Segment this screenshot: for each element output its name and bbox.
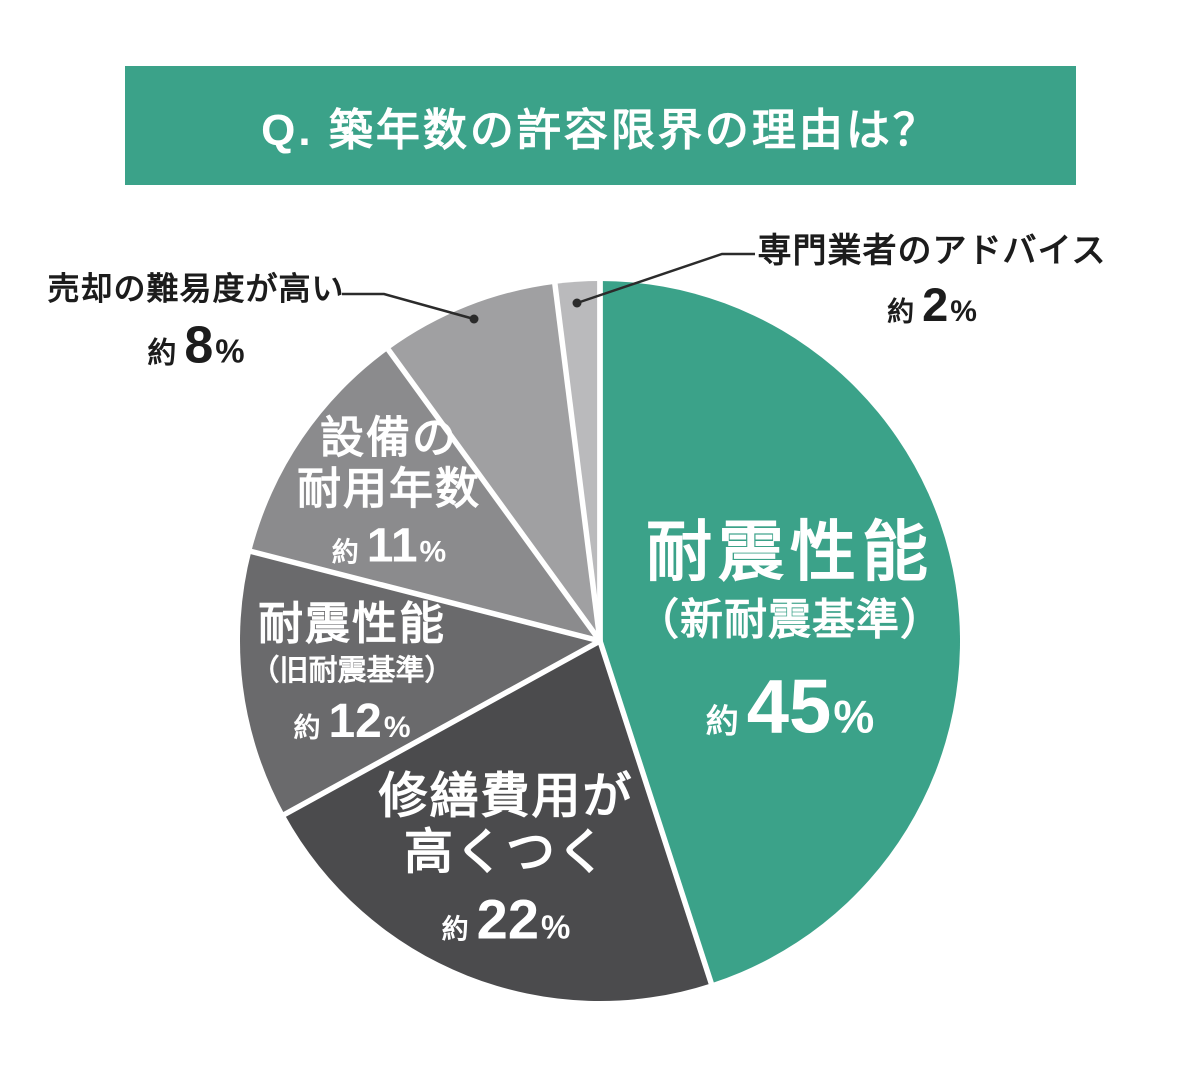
slice-title-2: 高くつく: [403, 826, 609, 880]
pie-slice-dividers: [246, 277, 716, 989]
pie-slice-4: [388, 283, 600, 641]
slice-percent: 約 8%: [147, 316, 245, 375]
slice-label-professional-advice: 専門業者のアドバイス 約 2%: [758, 232, 1107, 328]
slice-label-old-seismic: 耐震性能 （旧耐震基準） 約 12%: [250, 598, 453, 746]
slice-divider: [279, 638, 602, 819]
slice-percent: 約 12%: [293, 695, 411, 749]
slice-title: 設備の: [320, 413, 458, 463]
slice-percent: 約 11%: [331, 519, 447, 573]
slice-divider: [597, 640, 716, 989]
slice-title: 売却の難易度が高い: [47, 270, 345, 307]
pie-slice-1: [284, 641, 712, 1001]
title-banner: Q. 築年数の許容限界の理由は？: [125, 66, 1076, 185]
slice-label-new-seismic: 耐震性能 （新耐震基準） 約 45%: [636, 514, 944, 745]
slice-subtitle: （旧耐震基準）: [250, 654, 454, 687]
slice-label-equipment-life: 設備の 耐用年数 約 11%: [297, 413, 481, 570]
advisor-leader-dot: [572, 298, 582, 308]
callouts: [342, 252, 755, 324]
slice-label-hard-to-sell: 売却の難易度が高い 約 8%: [47, 271, 344, 372]
pie-slice-3: [251, 349, 600, 641]
slice-title: 耐震性能: [646, 514, 934, 589]
pie-slice-2: [240, 551, 600, 815]
sell-leader-line: [342, 292, 475, 321]
slice-percent: 約 45%: [705, 664, 875, 750]
slice-percent: 約 22%: [441, 887, 571, 951]
slice-title: 耐震性能: [257, 597, 447, 649]
slice-title-2: 耐用年数: [297, 464, 481, 513]
slice-title: 修繕費用が: [378, 769, 634, 824]
sell-leader-dot: [469, 314, 479, 324]
slice-percent: 約 2%: [887, 278, 977, 332]
slice-divider: [383, 344, 603, 643]
pie-slice-0: [600, 281, 961, 984]
slice-divider: [246, 547, 601, 644]
advisor-leader-line: [576, 252, 755, 305]
slice-label-repair-cost: 修繕費用が 高くつく 約 22%: [378, 769, 633, 948]
slice-divider: [551, 279, 603, 642]
slice-subtitle: （新耐震基準）: [636, 596, 944, 645]
slice-title: 専門業者のアドバイス: [757, 231, 1107, 270]
page-title: Q. 築年数の許容限界の理由は？: [261, 105, 940, 155]
